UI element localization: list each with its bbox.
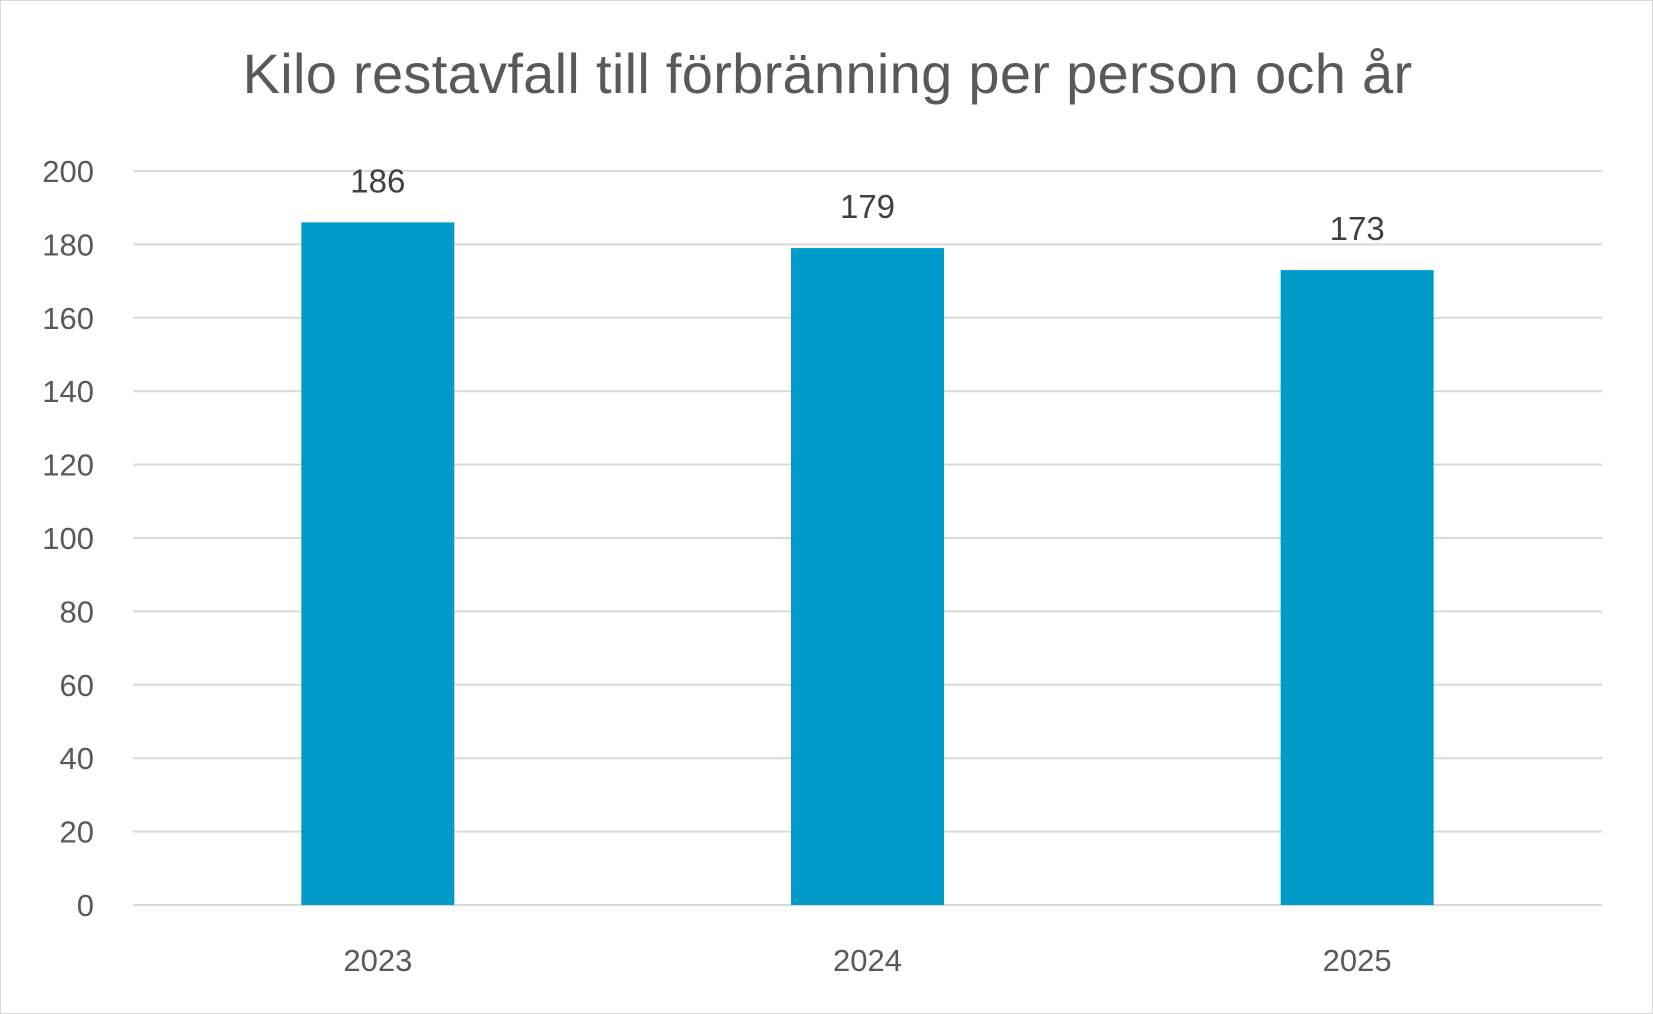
x-tick-label: 2023 <box>343 943 412 978</box>
data-label-2025: 173 <box>1330 210 1385 247</box>
x-tick-label: 2025 <box>1323 943 1392 978</box>
y-axis-tick-labels: 0 20 40 60 80 100 120 140 160 180 200 <box>42 154 94 923</box>
y-tick-label: 180 <box>42 227 94 262</box>
y-tick-label: 200 <box>42 154 94 189</box>
y-tick-label: 80 <box>60 594 94 629</box>
bars <box>301 222 1434 906</box>
x-axis-tick-labels: 2023 2024 2025 <box>343 943 1391 978</box>
y-tick-label: 100 <box>42 521 94 556</box>
y-tick-label: 60 <box>60 668 94 703</box>
x-tick-label: 2024 <box>833 943 902 978</box>
y-tick-label: 120 <box>42 448 94 483</box>
y-tick-label: 140 <box>42 374 94 409</box>
data-label-2024: 179 <box>840 188 895 225</box>
y-tick-label: 160 <box>42 301 94 336</box>
y-tick-label: 0 <box>77 888 94 923</box>
chart-title: Kilo restavfall till förbränning per per… <box>242 42 1413 105</box>
bar-2024 <box>791 248 944 905</box>
data-label-2023: 186 <box>350 162 405 199</box>
bar-2023 <box>301 222 455 905</box>
y-tick-label: 40 <box>60 741 94 776</box>
bar-2025 <box>1280 270 1434 906</box>
data-labels: 186 179 173 <box>350 162 1384 247</box>
y-tick-label: 20 <box>60 815 94 850</box>
